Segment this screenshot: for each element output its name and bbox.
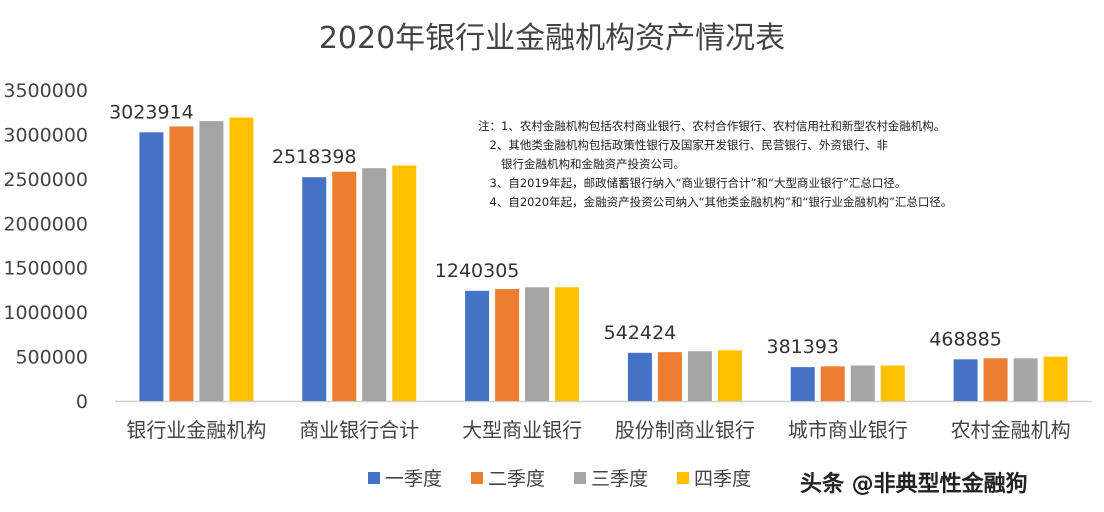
legend-label: 三季度 [591,468,648,490]
y-tick-label: 3500000 [3,80,88,102]
x-tick-label: 银行业金融机构 [126,418,266,442]
x-tick-label: 股份制商业银行 [615,418,755,442]
chart-title: 2020年银行业金融机构资产情况表 [319,21,785,56]
watermark: 头条 @非典型性金融狗 [800,472,1028,497]
x-tick-label: 大型商业银行 [462,418,582,442]
legend-label: 一季度 [385,468,442,490]
y-tick-label: 0 [76,391,88,413]
note-line: 2、其他类金融机构包括政策性银行及国家开发银行、民营银行、外资银行、非 [478,138,888,152]
bar-三季度-股份制商业银行 [687,351,712,401]
data-label: 2518398 [272,146,357,168]
y-tick-label: 2500000 [3,169,88,191]
bar-一季度-农村金融机构 [953,359,978,401]
y-tick-label: 1500000 [3,258,88,280]
y-tick-label: 1000000 [3,302,88,324]
note-line: 4、自2020年起，金融资产投资公司纳入“其他类金融机构”和“银行业金融机构”汇… [478,195,953,209]
x-tick-label: 城市商业银行 [788,418,908,442]
legend-swatch-四季度 [677,472,689,484]
legend-label: 四季度 [694,468,751,490]
bar-四季度-大型商业银行 [555,287,580,401]
y-tick-label: 3000000 [3,124,88,146]
bar-二季度-大型商业银行 [495,289,520,401]
data-label: 381393 [766,336,839,358]
y-tick-label: 500000 [15,347,88,369]
note-line: 银行金融机构和金融资产投资公司。 [478,157,685,171]
y-tick-label: 2000000 [3,213,88,235]
bar-二季度-银行业金融机构 [169,126,194,401]
legend-swatch-二季度 [471,472,483,484]
bar-二季度-城市商业银行 [820,366,845,401]
data-label: 1240305 [435,260,520,282]
bar-三季度-银行业金融机构 [199,121,224,401]
legend-swatch-三季度 [574,472,586,484]
note-line: 3、自2019年起，邮政储蓄银行纳入“商业银行合计”和“大型商业银行”汇总口径。 [478,176,907,190]
bar-一季度-大型商业银行 [465,290,490,401]
data-label: 468885 [929,328,1002,350]
bar-四季度-股份制商业银行 [717,350,742,401]
legend-swatch-一季度 [368,472,380,484]
chart-notes: 注：1、农村金融机构包括农村商业银行、农村合作银行、农村信用社和新型农村金融机构… [478,117,952,212]
note-line: 注：1、农村金融机构包括农村商业银行、农村合作银行、农村信用社和新型农村金融机构… [478,119,946,133]
data-label: 3023914 [109,101,194,123]
x-tick-label: 商业银行合计 [299,418,419,442]
bar-四季度-银行业金融机构 [229,117,254,401]
bar-一季度-城市商业银行 [790,367,815,401]
bar-三季度-农村金融机构 [1013,358,1038,401]
bar-三季度-商业银行合计 [362,168,387,401]
bar-三季度-大型商业银行 [525,287,550,401]
legend-label: 二季度 [488,468,545,490]
bar-二季度-股份制商业银行 [657,352,682,401]
bar-一季度-商业银行合计 [302,177,327,401]
bar-四季度-农村金融机构 [1043,356,1068,401]
bar-一季度-股份制商业银行 [627,352,652,401]
bar-三季度-城市商业银行 [850,365,875,401]
data-label: 542424 [604,322,677,344]
bar-一季度-银行业金融机构 [139,132,164,401]
bar-二季度-农村金融机构 [983,358,1008,401]
bar-四季度-城市商业银行 [880,365,905,401]
bar-四季度-商业银行合计 [392,165,417,401]
x-tick-label: 农村金融机构 [951,418,1071,442]
bar-二季度-商业银行合计 [332,171,357,401]
